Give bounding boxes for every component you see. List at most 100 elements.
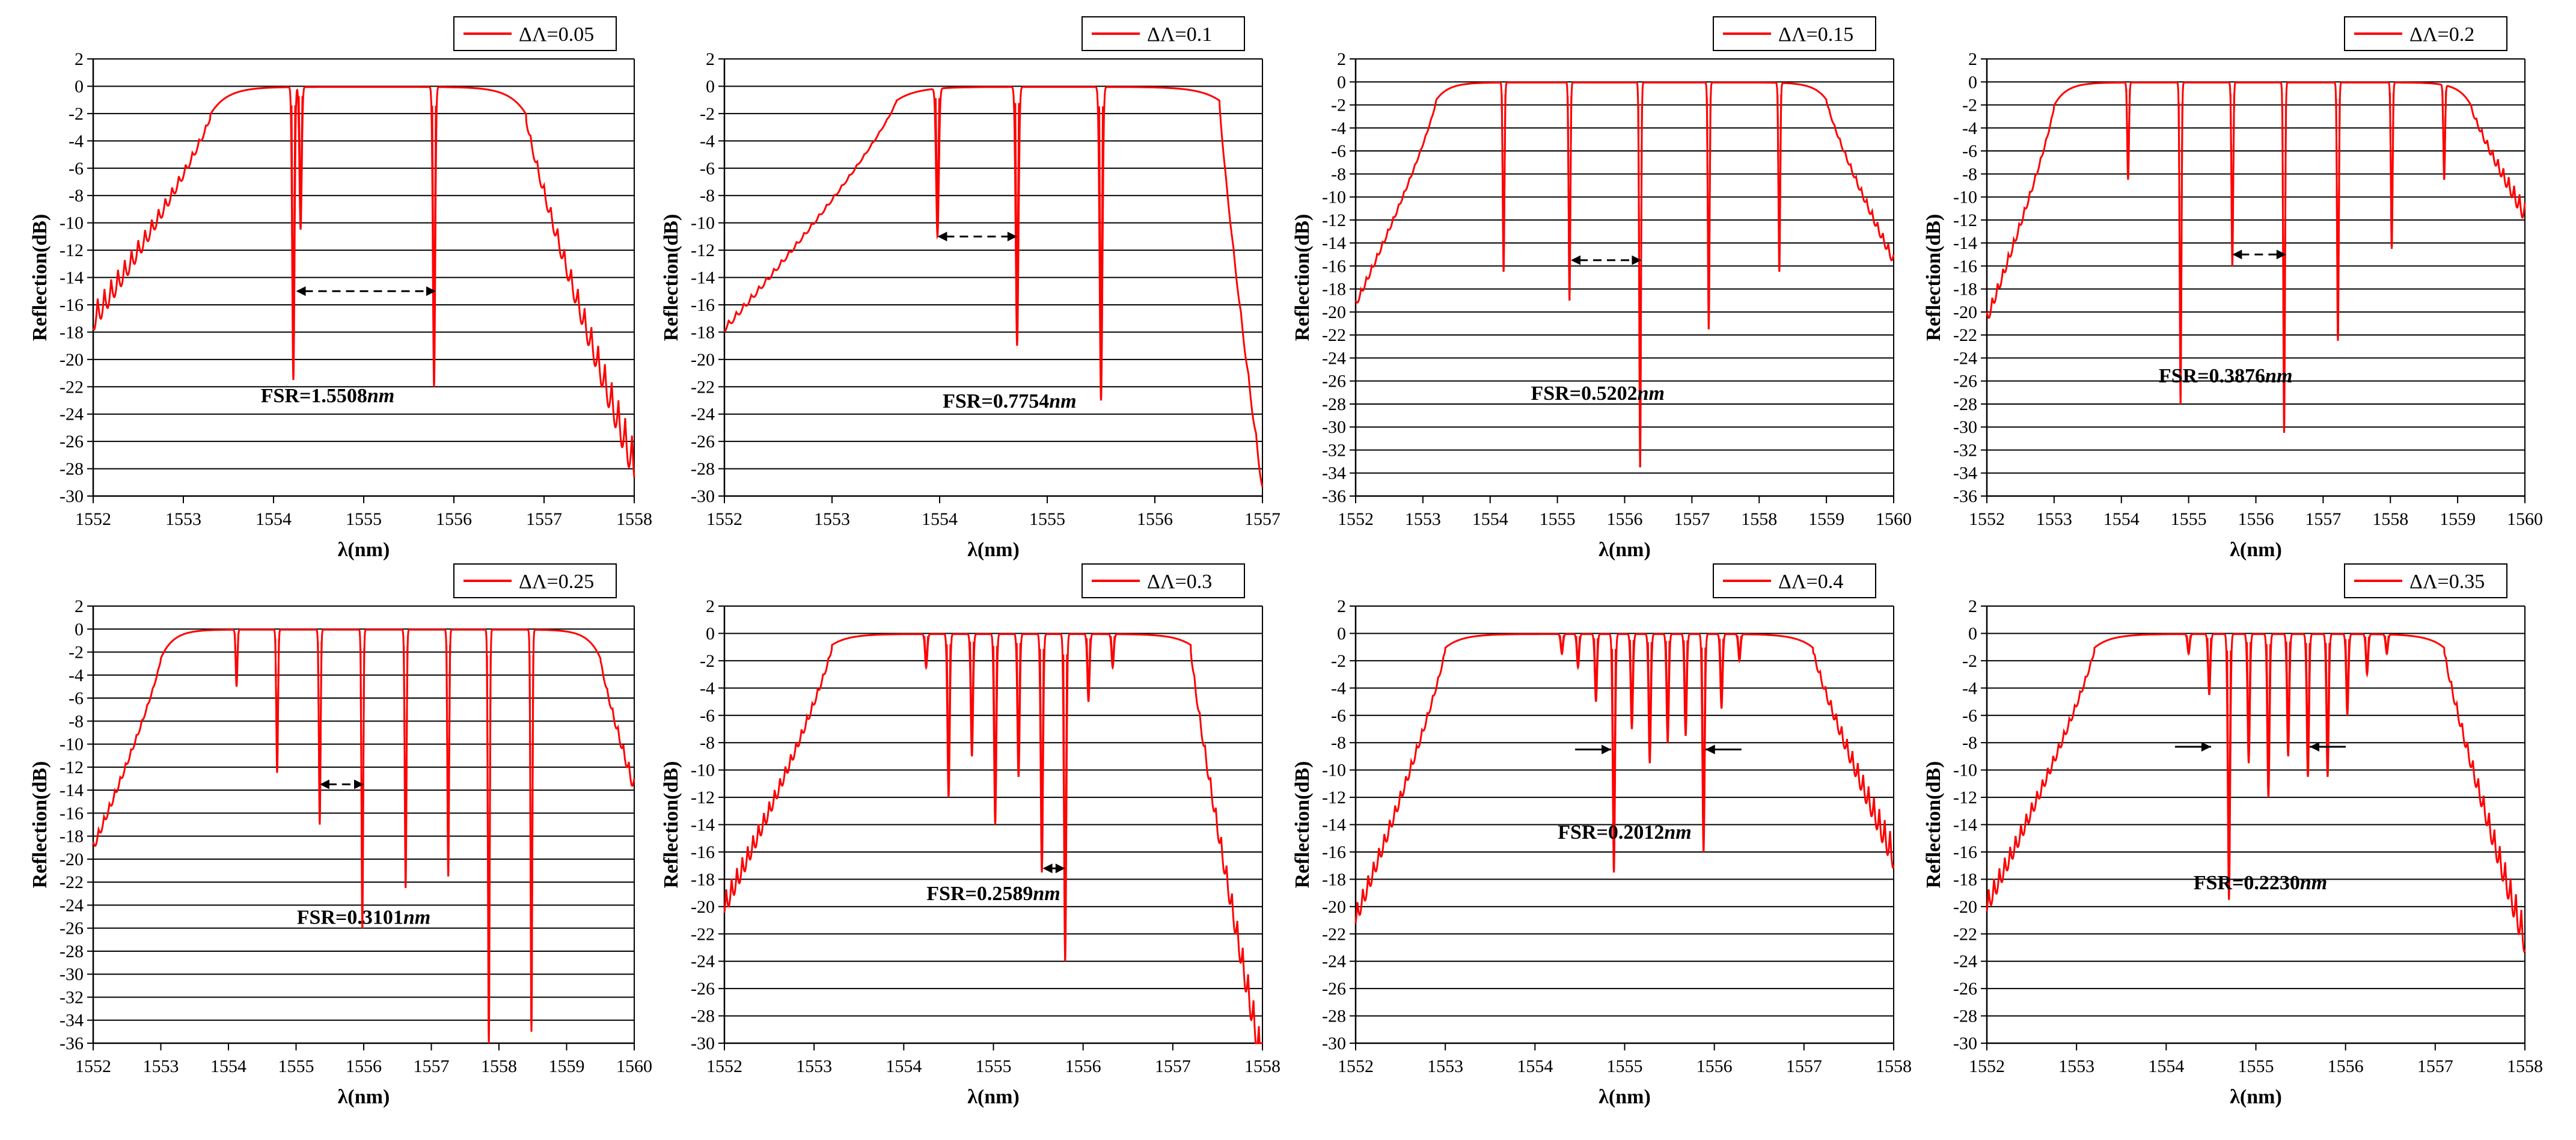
- x-tick-label: 1552: [75, 1056, 111, 1076]
- chart-panel-5: 2 0 -2 -4 -6 -8 -10 -12 -14 -16 -18 -20 -22 -24 -26 -28…: [29, 563, 652, 1108]
- y-tick-label: 0: [75, 76, 84, 96]
- y-tick-label: -8: [69, 711, 84, 731]
- legend-label: ΔΛ=0.4: [1778, 571, 1843, 593]
- y-tick-label: -24: [691, 952, 715, 972]
- y-tick-label: -26: [1953, 979, 1977, 999]
- notch-dip: [274, 639, 280, 773]
- y-tick-label: -4: [700, 678, 715, 698]
- y-tick-label: -12: [60, 241, 84, 260]
- y-tick-label: -22: [60, 377, 84, 397]
- legend-label: ΔΛ=0.15: [1778, 23, 1853, 46]
- y-tick-label: -30: [691, 1034, 715, 1053]
- fsr-annotation: FSR=1.5508nm: [261, 385, 394, 407]
- x-tick-label: 1553: [1427, 1056, 1463, 1076]
- y-tick-label: -4: [69, 131, 84, 151]
- y-axis-label: Reflection(dB): [660, 214, 682, 342]
- x-tick-label: 1552: [1969, 1056, 2005, 1076]
- notch-dip: [2305, 643, 2311, 777]
- notch-dip: [2388, 93, 2394, 249]
- y-axis-label: Reflection(dB): [1291, 214, 1314, 342]
- x-axis-label: λ(nm): [1599, 1086, 1651, 1108]
- fsr-arrow-head-right: [2276, 250, 2286, 260]
- x-tick-label: 1559: [1808, 509, 1844, 529]
- x-tick-label: 1553: [2036, 509, 2072, 529]
- y-tick-label: -30: [60, 486, 84, 506]
- x-tick-label: 1557: [1155, 1056, 1191, 1076]
- notch-dip: [2285, 642, 2291, 756]
- y-tick-label: -8: [1331, 164, 1346, 184]
- y-tick-label: -8: [700, 186, 715, 206]
- notch-dip: [2229, 94, 2235, 266]
- x-tick-label: 1554: [210, 1056, 246, 1076]
- fsr-arrow-head-right: [1705, 744, 1715, 755]
- y-tick-label: -16: [691, 842, 715, 862]
- fsr-arrow-head-left: [296, 286, 306, 296]
- x-tick-label: 1553: [165, 509, 201, 529]
- notch-dip: [2364, 636, 2370, 675]
- x-tick-label: 1555: [976, 1056, 1012, 1076]
- y-tick-label: 0: [75, 619, 84, 639]
- fsr-arrow-head-right: [1632, 255, 1642, 265]
- y-tick-label: -12: [691, 241, 715, 260]
- y-tick-label: -4: [1331, 118, 1346, 138]
- notch-dip: [298, 96, 304, 230]
- notch-dip: [992, 646, 998, 825]
- y-tick-label: -2: [700, 651, 715, 671]
- y-tick-label: 0: [706, 624, 715, 643]
- legend-label: ΔΛ=0.25: [519, 571, 594, 593]
- x-tick-label: 1556: [1065, 1056, 1101, 1076]
- y-tick-label: 0: [1337, 624, 1346, 643]
- y-tick-label: -6: [69, 688, 84, 708]
- notch-dip: [2441, 90, 2447, 180]
- notch-dip: [445, 645, 451, 877]
- y-tick-label: -30: [1953, 417, 1977, 437]
- notch-dip: [1637, 106, 1643, 468]
- y-axis-label: Reflection(dB): [1923, 214, 1945, 342]
- y-tick-label: -16: [691, 295, 715, 315]
- legend-label: ΔΛ=0.3: [1147, 571, 1212, 593]
- y-tick-label: -12: [1322, 788, 1346, 808]
- y-tick-label: -28: [60, 459, 84, 479]
- y-tick-label: -30: [60, 964, 84, 984]
- y-tick-label: -20: [1322, 302, 1346, 322]
- y-tick-label: 0: [1968, 72, 1977, 92]
- notch-dip: [1015, 643, 1021, 777]
- fsr-arrow: [296, 286, 436, 296]
- y-tick-label: -32: [60, 987, 84, 1007]
- y-tick-label: -8: [69, 186, 84, 206]
- x-axis-label: λ(nm): [1599, 539, 1651, 561]
- y-tick-label: -16: [1322, 842, 1346, 862]
- y-tick-label: -12: [60, 758, 84, 777]
- y-tick-label: -12: [1322, 210, 1346, 230]
- y-tick-label: -26: [1322, 372, 1346, 391]
- x-tick-label: 1556: [436, 509, 472, 529]
- notch-dip: [1086, 638, 1092, 702]
- y-tick-label: -6: [69, 159, 84, 179]
- fsr-arrow-head-left: [2232, 250, 2242, 260]
- y-tick-label: -4: [1331, 678, 1346, 698]
- y-tick-label: -16: [1953, 842, 1977, 862]
- notch-dip: [486, 655, 492, 1044]
- chart-panel-8: 2 0 -2 -4 -6 -8 -10 -12 -14 -16 -18 -20 -22 -24 -26 -28…: [1923, 563, 2543, 1108]
- y-tick-label: -26: [60, 919, 84, 939]
- y-tick-label: -20: [1322, 897, 1346, 917]
- x-tick-label: 1559: [2440, 509, 2476, 529]
- y-tick-label: -22: [1322, 325, 1346, 345]
- y-tick-label: -8: [1962, 733, 1977, 753]
- legend: ΔΛ=0.35: [2344, 563, 2507, 598]
- x-tick-label: 1556: [2328, 1056, 2364, 1076]
- notch-dip: [2281, 104, 2287, 433]
- y-tick-label: 2: [75, 49, 84, 69]
- fsr-arrow: [2174, 742, 2346, 752]
- y-tick-label: -22: [1953, 924, 1977, 944]
- legend: ΔΛ=0.3: [1081, 563, 1245, 598]
- y-tick-label: -20: [691, 897, 715, 917]
- y-tick-label: -34: [1322, 464, 1346, 483]
- notch-dip: [1501, 94, 1507, 272]
- y-tick-label: -28: [1953, 394, 1977, 414]
- notch-dip: [1647, 642, 1653, 764]
- y-tick-label: -4: [700, 131, 715, 151]
- y-tick-label: -20: [60, 350, 84, 370]
- fsr-annotation: FSR=0.7754nm: [943, 390, 1076, 412]
- y-tick-label: -24: [691, 405, 715, 424]
